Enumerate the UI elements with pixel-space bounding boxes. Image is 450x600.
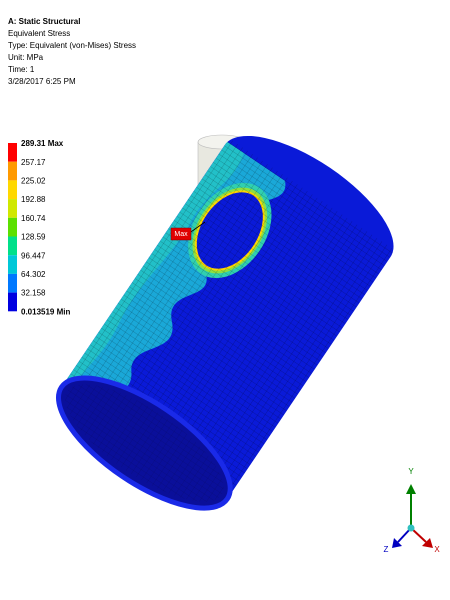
legend-label: 0.013519 Min bbox=[21, 307, 70, 316]
result-info: Unit: MPa bbox=[8, 53, 44, 62]
result-info: Type: Equivalent (von-Mises) Stress bbox=[8, 41, 136, 50]
legend-label: 257.17 bbox=[21, 158, 46, 167]
legend-band bbox=[8, 199, 17, 218]
legend-band bbox=[8, 143, 17, 162]
legend-label: 192.88 bbox=[21, 195, 46, 204]
legend-label: 64.302 bbox=[21, 270, 46, 279]
legend-band bbox=[8, 217, 17, 237]
legend-label: 289.31 Max bbox=[21, 139, 64, 148]
axis-label: X bbox=[434, 545, 440, 554]
axis-label: Z bbox=[384, 545, 389, 554]
legend-band bbox=[8, 255, 17, 274]
result-info: Time: 1 bbox=[8, 65, 35, 74]
legend-band bbox=[8, 180, 17, 200]
legend-band bbox=[8, 292, 17, 312]
pipe bbox=[55, 135, 396, 511]
legend-band bbox=[8, 273, 17, 293]
result-info: 3/28/2017 6:25 PM bbox=[8, 77, 76, 86]
legend: 289.31 Max 257.17 225.02 192.88 160.74 128.59… bbox=[8, 139, 70, 316]
legend-label: 96.447 bbox=[21, 251, 46, 260]
legend-label: 225.02 bbox=[21, 177, 46, 186]
axis-label: Y bbox=[408, 467, 414, 476]
result-info: Equivalent Stress bbox=[8, 29, 70, 38]
legend-label: 128.59 bbox=[21, 233, 46, 242]
axis-triad: Y Z X bbox=[384, 467, 441, 554]
probe-label: Max bbox=[174, 231, 188, 238]
max-probe: Max bbox=[170, 221, 206, 241]
legend-label: 160.74 bbox=[21, 214, 46, 223]
result-title: A: Static Structural bbox=[8, 17, 80, 26]
legend-label: 32.158 bbox=[21, 289, 46, 298]
legend-band bbox=[8, 161, 17, 181]
legend-band bbox=[8, 236, 17, 256]
